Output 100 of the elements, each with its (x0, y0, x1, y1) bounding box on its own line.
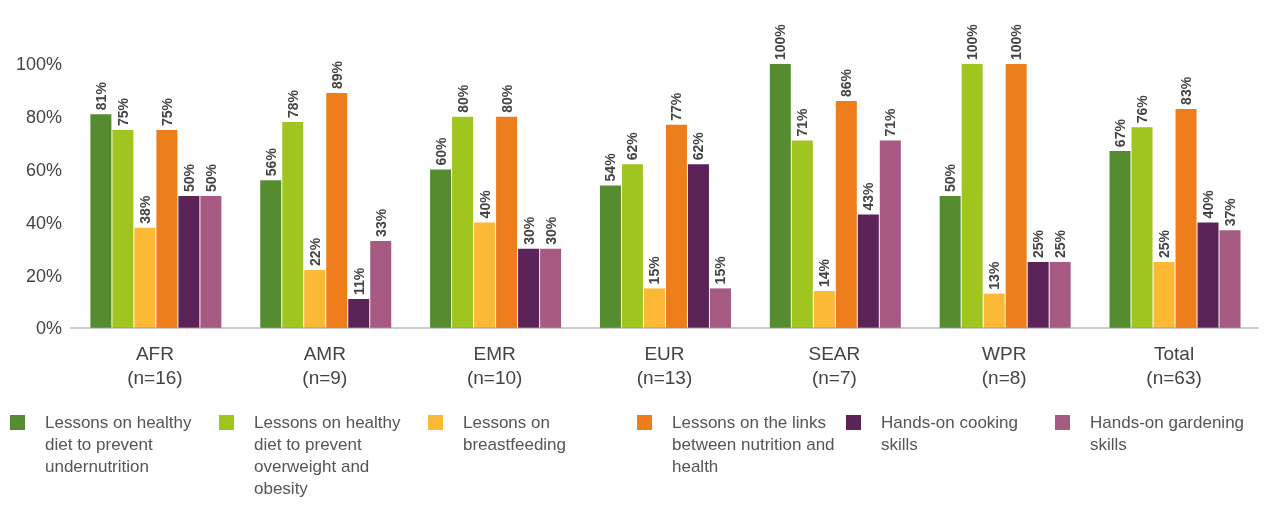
data-label: 50% (180, 163, 197, 192)
bar (200, 196, 222, 328)
data-label: 11% (350, 267, 367, 295)
y-tick-label: 40% (25, 212, 62, 233)
bar (282, 122, 304, 328)
bar (1219, 230, 1241, 328)
bar (452, 116, 474, 328)
bar (178, 196, 200, 328)
bar (791, 140, 813, 328)
data-label: 71% (794, 107, 811, 137)
data-label: 67% (1112, 118, 1129, 148)
legend-label: Hands-on gardening skills (1090, 412, 1246, 456)
data-label: 75% (114, 97, 131, 126)
bar (961, 64, 983, 328)
data-label: 77% (668, 92, 685, 121)
data-label: 13% (986, 261, 1003, 290)
data-label: 25% (1030, 229, 1047, 258)
data-label: 54% (602, 152, 619, 182)
data-label: 15% (646, 255, 663, 285)
bar (1109, 151, 1131, 328)
bar (1153, 262, 1175, 328)
data-label: 81% (92, 81, 109, 111)
data-label: 25% (1052, 229, 1069, 258)
bar (90, 114, 112, 328)
bar (430, 169, 452, 328)
data-label: 50% (202, 163, 219, 192)
data-label: 40% (1200, 189, 1217, 219)
data-label: 22% (306, 237, 323, 266)
bar (709, 288, 731, 328)
bar (939, 196, 961, 328)
bar (643, 288, 665, 328)
bar (348, 298, 370, 328)
data-label: 43% (860, 181, 877, 211)
data-label: 37% (1222, 197, 1239, 227)
x-tick-label: SEAR (n=7) (808, 343, 861, 388)
bar (496, 116, 518, 328)
y-tick-label: 0% (35, 318, 62, 339)
y-tick-label: 60% (25, 159, 62, 180)
data-label: 71% (882, 107, 899, 137)
bar (518, 248, 540, 328)
bar (769, 64, 791, 328)
y-tick-label: 100% (15, 54, 62, 75)
data-label: 76% (1134, 94, 1151, 124)
data-label: 86% (838, 68, 855, 97)
bar (1197, 222, 1219, 328)
data-label: 15% (712, 255, 729, 285)
y-tick-label: 20% (25, 265, 62, 286)
data-label: 14% (816, 258, 833, 288)
bar (1175, 108, 1197, 328)
bar (474, 222, 496, 328)
data-label: 83% (1178, 76, 1195, 105)
bar (112, 130, 134, 328)
data-label: 38% (136, 195, 153, 224)
data-label: 30% (520, 216, 537, 245)
bar (134, 227, 156, 328)
bar (835, 100, 857, 328)
data-label: 30% (542, 216, 559, 245)
data-label: 50% (942, 163, 959, 192)
legend-label: Hands-on cooking skills (881, 412, 1020, 456)
data-label: 62% (690, 131, 707, 161)
data-label: 100% (1008, 23, 1025, 60)
bar (599, 185, 621, 328)
bar (260, 180, 282, 328)
data-label: 80% (498, 84, 515, 113)
data-label: 100% (772, 23, 789, 60)
bar (687, 164, 709, 328)
x-tick-label: EMR (n=10) (466, 343, 523, 388)
data-label: 40% (476, 189, 493, 219)
x-tick-label: AFR (n=16) (127, 343, 183, 388)
bar (540, 248, 562, 328)
bar (879, 140, 901, 328)
x-tick-label: Total (n=63) (1146, 343, 1202, 388)
bar (1049, 262, 1071, 328)
y-tick-label: 80% (25, 107, 62, 128)
data-label: 75% (158, 97, 175, 126)
bar (304, 269, 326, 328)
bar (665, 124, 687, 328)
data-label: 80% (454, 84, 471, 113)
bar (156, 130, 178, 328)
legend-label: Lessons on healthy diet to prevent undernutrition (45, 412, 193, 478)
legend-label: Lessons on breastfeeding (463, 412, 568, 456)
data-label: 89% (328, 60, 345, 90)
bar (857, 214, 879, 328)
x-tick-label: WPR (n=8) (981, 343, 1027, 388)
bar (1131, 127, 1153, 328)
bar (621, 164, 643, 328)
bar (370, 240, 392, 328)
data-label: 78% (284, 89, 301, 119)
data-label: 33% (372, 208, 389, 237)
legend-label: Lessons on the links between nutrition and health (672, 412, 836, 478)
x-tick-label: EUR (n=13) (636, 343, 693, 388)
bar (983, 293, 1005, 328)
bar (326, 93, 348, 328)
data-label: 60% (432, 137, 449, 166)
data-label: 100% (964, 23, 981, 60)
data-label: 62% (624, 131, 641, 161)
bar (1027, 262, 1049, 328)
bar (1005, 64, 1027, 328)
legend-label: Lessons on healthy diet to prevent overweight and obesity (254, 412, 402, 500)
data-label: 56% (262, 147, 279, 177)
